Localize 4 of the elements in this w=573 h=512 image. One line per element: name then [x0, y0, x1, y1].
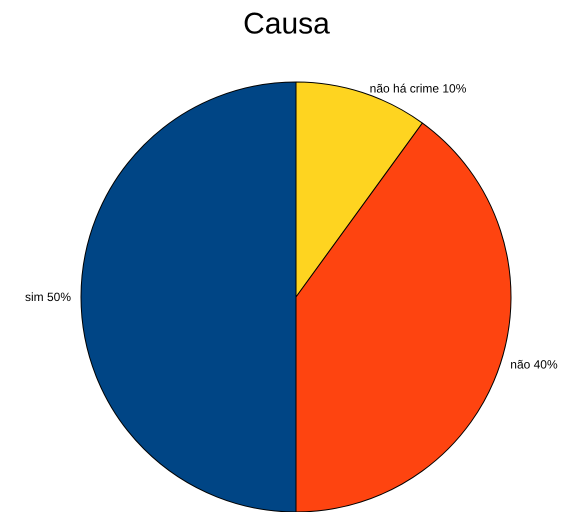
slice-label: não há crime 10% — [370, 82, 467, 96]
slice-label: não 40% — [510, 358, 558, 372]
chart-title: Causa — [243, 8, 330, 40]
slice-label: sim 50% — [24, 290, 72, 304]
